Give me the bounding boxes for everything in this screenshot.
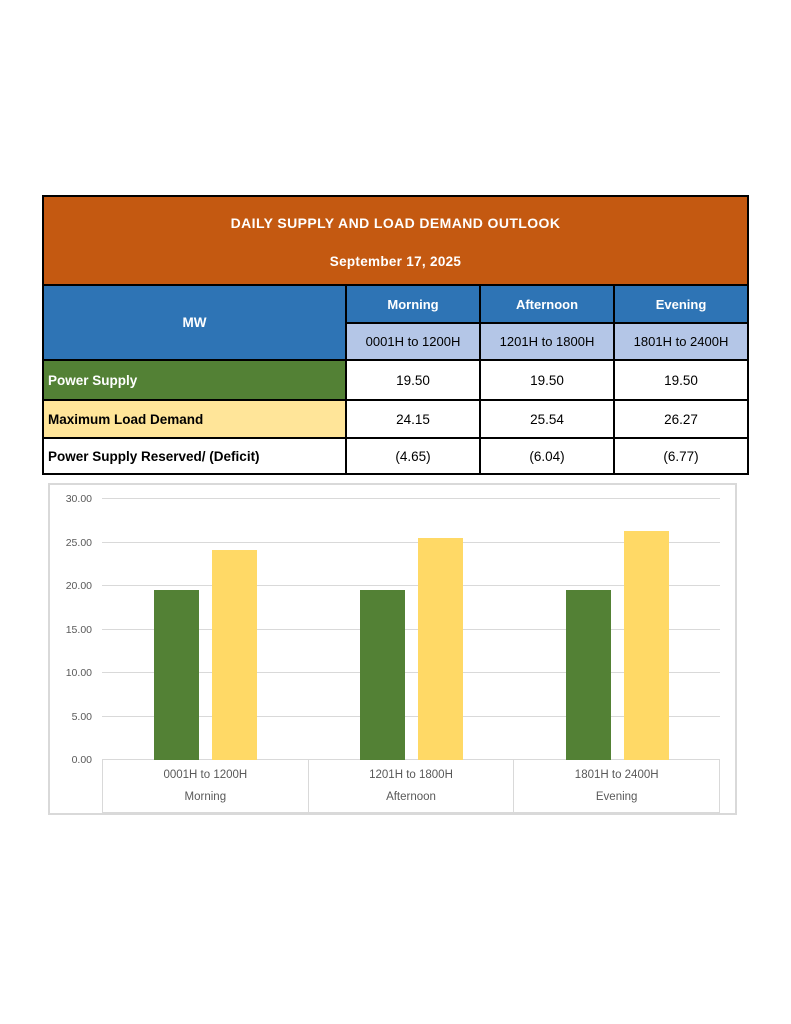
value-cell: 19.50 bbox=[479, 359, 615, 401]
row-label-power-supply-reserved: Power Supply Reserved/ (Deficit) bbox=[42, 437, 347, 475]
category-period-label: Afternoon bbox=[386, 790, 436, 803]
table-row-maximum-load-demand: Maximum Load Demand 24.15 25.54 26.27 bbox=[42, 399, 750, 439]
y-axis: 0.00 5.00 10.00 15.00 20.00 25.00 30.00 bbox=[50, 493, 92, 766]
grid-line bbox=[102, 628, 720, 630]
time-range-evening: 1801H to 2400H bbox=[612, 322, 750, 361]
value-cell: 19.50 bbox=[612, 359, 750, 401]
category-time-range-label: 0001H to 1200H bbox=[163, 769, 248, 782]
category-label-afternoon: 1201H to 1800H Afternoon bbox=[307, 760, 514, 812]
bar-group-morning bbox=[102, 499, 308, 760]
outlook-table: DAILY SUPPLY AND LOAD DEMAND OUTLOOK Sep… bbox=[41, 195, 750, 475]
bar-power-supply bbox=[565, 590, 611, 760]
time-range-afternoon: 1201H to 1800H bbox=[479, 322, 615, 361]
grid-line bbox=[102, 585, 720, 586]
bar-group-evening bbox=[514, 499, 720, 760]
bar-group-afternoon bbox=[308, 499, 514, 760]
supply-demand-bar-chart: 0.00 5.00 10.00 15.00 20.00 25.00 30.00 0001H … bbox=[48, 483, 737, 815]
row-label-power-supply: Power Supply bbox=[42, 359, 347, 401]
category-label-morning: 0001H to 1200H Morning bbox=[102, 760, 308, 812]
y-axis-tick-label: 20.00 bbox=[65, 580, 92, 592]
report-title: DAILY SUPPLY AND LOAD DEMAND OUTLOOK bbox=[230, 214, 561, 231]
bar-maximum-load-demand bbox=[417, 537, 463, 760]
category-time-range-label: 1201H to 1800H bbox=[369, 769, 453, 782]
value-cell: (6.04) bbox=[479, 437, 615, 475]
value-cell: (6.77) bbox=[612, 437, 750, 475]
unit-header-mw: MW bbox=[42, 284, 347, 361]
grid-line bbox=[102, 541, 720, 543]
grid-line bbox=[102, 715, 720, 717]
bar-maximum-load-demand bbox=[623, 531, 669, 760]
bar-power-supply bbox=[359, 590, 405, 760]
time-range-morning: 0001H to 1200H bbox=[345, 322, 481, 361]
value-cell: 26.27 bbox=[612, 399, 750, 439]
bars-layer bbox=[102, 499, 720, 760]
value-cell: 24.15 bbox=[345, 399, 481, 439]
bar-power-supply bbox=[153, 590, 199, 760]
grid-line bbox=[102, 498, 720, 499]
value-cell: (4.65) bbox=[345, 437, 481, 475]
plot-area bbox=[102, 498, 720, 760]
column-header-afternoon: Afternoon bbox=[479, 284, 615, 324]
y-axis-tick-label: 0.00 bbox=[71, 754, 92, 766]
y-axis-tick-label: 5.00 bbox=[71, 710, 92, 723]
table-row-power-supply: Power Supply 19.50 19.50 19.50 bbox=[42, 359, 750, 401]
title-banner: DAILY SUPPLY AND LOAD DEMAND OUTLOOK Sep… bbox=[41, 195, 750, 286]
table-row-power-supply-reserved: Power Supply Reserved/ (Deficit) (4.65) … bbox=[42, 437, 750, 475]
x-axis-category-labels: 0001H to 1200H Morning 1201H to 1800H After… bbox=[102, 760, 721, 813]
bar-maximum-load-demand bbox=[211, 549, 257, 760]
category-period-label: Morning bbox=[184, 790, 227, 803]
y-axis-tick-label: 15.00 bbox=[65, 623, 92, 636]
y-axis-tick-label: 30.00 bbox=[65, 493, 92, 505]
category-period-label: Evening bbox=[595, 790, 638, 803]
grid-line bbox=[102, 672, 720, 673]
y-axis-tick-label: 25.00 bbox=[65, 536, 92, 549]
category-time-range-label: 1801H to 2400H bbox=[574, 769, 659, 782]
column-header-evening: Evening bbox=[612, 284, 750, 324]
value-cell: 25.54 bbox=[479, 399, 615, 439]
grid-line bbox=[102, 759, 720, 760]
column-header-morning: Morning bbox=[345, 284, 481, 324]
row-label-maximum-load-demand: Maximum Load Demand bbox=[42, 399, 347, 439]
gridlines-layer bbox=[102, 498, 720, 760]
y-axis-tick-label: 10.00 bbox=[65, 667, 92, 679]
value-cell: 19.50 bbox=[345, 359, 481, 401]
category-label-evening: 1801H to 2400H Evening bbox=[513, 760, 721, 812]
report-date: September 17, 2025 bbox=[329, 253, 462, 269]
